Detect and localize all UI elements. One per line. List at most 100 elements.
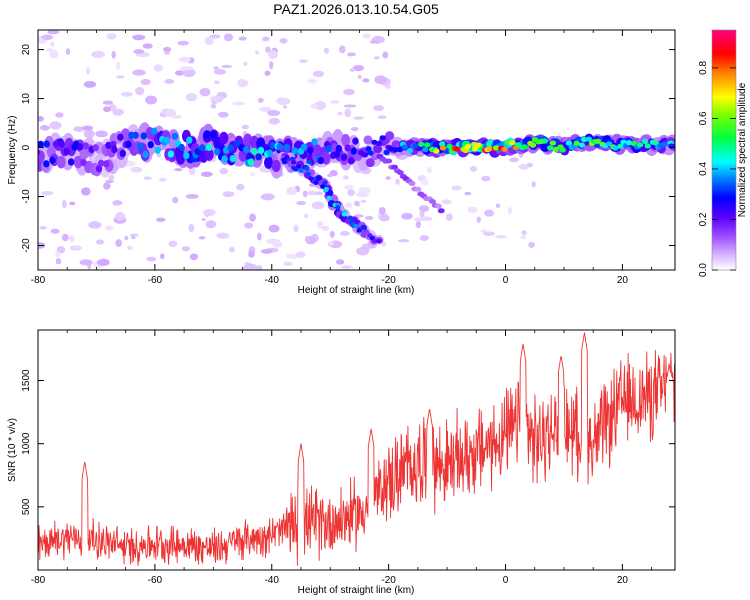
colorbar-frame <box>711 29 737 271</box>
spectral-blob <box>378 78 387 84</box>
spectral-blob <box>125 140 132 148</box>
spectral-blob <box>39 225 47 230</box>
spectral-blob <box>269 60 274 70</box>
spectral-blob <box>396 146 403 153</box>
x-tick-label: 20 <box>617 575 629 586</box>
spectral-blob <box>86 67 91 75</box>
snr-axes: -80 -60 -40 -20 0 20 500 1000 1500 <box>21 330 675 586</box>
spectral-blob <box>385 84 391 89</box>
spectral-blob <box>188 223 195 233</box>
spectral-blob <box>228 246 235 253</box>
spectral-blob <box>127 245 133 251</box>
spectral-blob <box>260 193 275 201</box>
y-tick-label: 1500 <box>21 369 32 392</box>
spectral-blob <box>321 225 330 232</box>
spectral-blob <box>580 136 588 143</box>
spectral-blob <box>133 49 145 55</box>
spectral-blob <box>164 79 175 84</box>
spectral-blob <box>285 253 299 260</box>
spectral-blob <box>326 195 332 201</box>
spectral-blob <box>61 200 67 209</box>
spectral-blob <box>322 180 328 185</box>
spectral-blob <box>434 203 442 209</box>
spectral-blob <box>509 157 519 163</box>
x-tick-label: -40 <box>265 275 280 286</box>
y-tick-label: -10 <box>21 189 32 204</box>
spectral-blob <box>475 142 482 148</box>
spectrogram-axes: -80 -60 -40 -20 0 20 -20 -10 0 10 20 <box>21 30 675 286</box>
spectral-blob <box>267 109 281 117</box>
spectral-blob <box>323 188 329 193</box>
spectral-blob <box>559 147 566 153</box>
spectral-blob <box>307 190 316 196</box>
spectral-blob <box>347 189 356 196</box>
spectral-blob <box>347 157 355 165</box>
spectral-blob <box>115 239 122 248</box>
spectral-blob <box>178 143 185 152</box>
spectral-blob <box>420 178 429 186</box>
spectral-blob <box>142 43 153 49</box>
spectral-blob <box>335 144 343 153</box>
spectral-blob <box>167 150 175 158</box>
spectral-blob <box>528 241 535 248</box>
y-tick-label: 10 <box>21 93 32 105</box>
spectral-blob <box>372 238 378 244</box>
spectral-blob <box>182 68 196 78</box>
spectral-blob <box>349 67 356 72</box>
spectral-blob <box>325 145 332 153</box>
spectral-blob <box>486 146 493 152</box>
x-tick-label: -60 <box>148 275 163 286</box>
spectral-blob <box>335 205 341 210</box>
spectral-blob <box>343 104 357 108</box>
spectral-blob <box>185 194 199 199</box>
x-tick-label: 0 <box>503 575 509 586</box>
spectral-blob <box>255 264 263 270</box>
spectral-blob <box>92 144 99 152</box>
spectral-blob <box>111 50 116 59</box>
spectral-blob <box>203 130 210 139</box>
spectral-blob <box>293 167 299 172</box>
spectral-blob <box>314 191 323 196</box>
spectral-blob <box>625 139 633 146</box>
spectral-blob <box>290 160 297 165</box>
spectral-blob <box>185 93 198 102</box>
spectral-blob <box>344 202 353 208</box>
spectral-blob <box>154 146 161 154</box>
spectral-blob <box>132 69 146 76</box>
spectral-blob <box>205 143 213 152</box>
spectral-blob <box>105 179 114 184</box>
x-tick-label: -40 <box>265 575 280 586</box>
spectral-blob <box>344 144 351 152</box>
spectral-blob <box>242 146 250 154</box>
x-tick-label: 20 <box>617 275 629 286</box>
spectral-blob <box>406 148 414 154</box>
spectral-blob <box>41 34 54 41</box>
spectral-blob <box>209 34 221 39</box>
spectral-blob <box>147 140 155 149</box>
spectral-blob <box>179 66 194 71</box>
spectral-blob <box>181 246 191 252</box>
colorbar: 0.0 0.2 0.4 0.6 0.8 Normalized spectral ampl… <box>698 29 748 277</box>
spectral-blob <box>346 52 356 57</box>
spectral-blob <box>422 147 429 153</box>
spectral-blob <box>313 180 319 185</box>
spectral-blob <box>382 51 389 59</box>
y-tick-label: 500 <box>21 498 32 515</box>
spectral-blob <box>661 141 668 147</box>
spectral-blob <box>254 50 260 55</box>
spectral-blob <box>476 216 482 224</box>
spectral-blob <box>340 231 350 236</box>
spectral-blob <box>395 178 400 185</box>
spectral-blob <box>438 141 446 147</box>
spectral-blob <box>156 152 162 158</box>
spectral-blob <box>462 147 469 154</box>
y-tick-label: 0 <box>21 144 32 150</box>
spectral-blob <box>39 125 50 131</box>
spectral-blob <box>49 156 56 164</box>
spectral-blob <box>276 97 289 106</box>
spectral-blob <box>221 64 233 69</box>
spectral-blob <box>279 38 288 44</box>
spectral-blob <box>119 149 126 158</box>
spectral-blob <box>484 209 495 217</box>
spectral-blob <box>38 140 44 149</box>
